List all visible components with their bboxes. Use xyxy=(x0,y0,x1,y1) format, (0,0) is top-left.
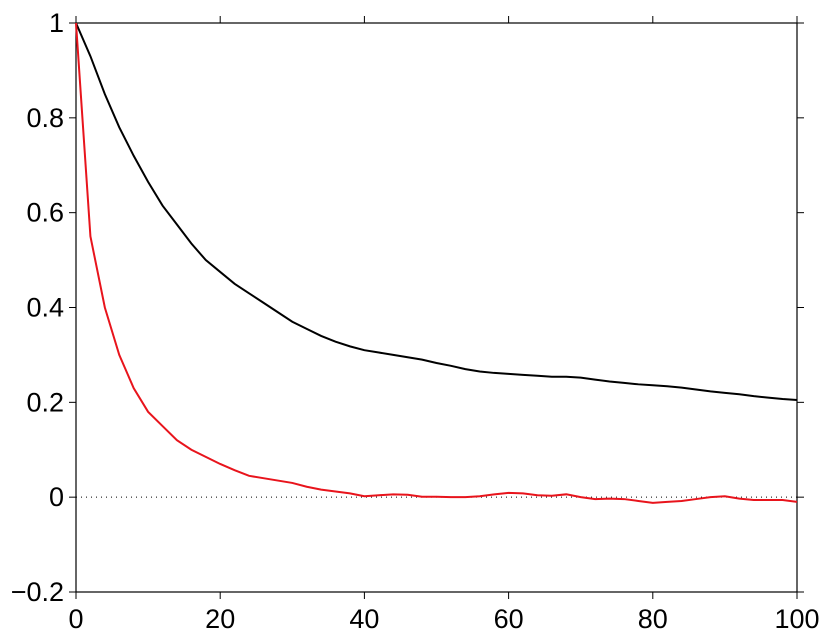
y-tick-label: 1 xyxy=(49,8,64,38)
y-tick-label: 0.2 xyxy=(26,387,64,417)
y-tick-label: 0.4 xyxy=(26,293,64,323)
series-line xyxy=(75,22,798,504)
y-tick-label: 0.8 xyxy=(26,103,64,133)
plot-frame xyxy=(75,22,798,593)
x-tick-label: 60 xyxy=(494,604,524,634)
y-tick-label: −0.2 xyxy=(11,577,64,607)
y-tick-label: 0.6 xyxy=(26,198,64,228)
x-tick-label: 100 xyxy=(774,604,819,634)
x-tick-label: 40 xyxy=(349,604,379,634)
x-tick-label: 0 xyxy=(68,604,83,634)
y-tick-label: 0 xyxy=(49,482,64,512)
x-tick-label: 80 xyxy=(638,604,668,634)
series-line xyxy=(75,22,798,401)
x-tick-label: 20 xyxy=(205,604,235,634)
